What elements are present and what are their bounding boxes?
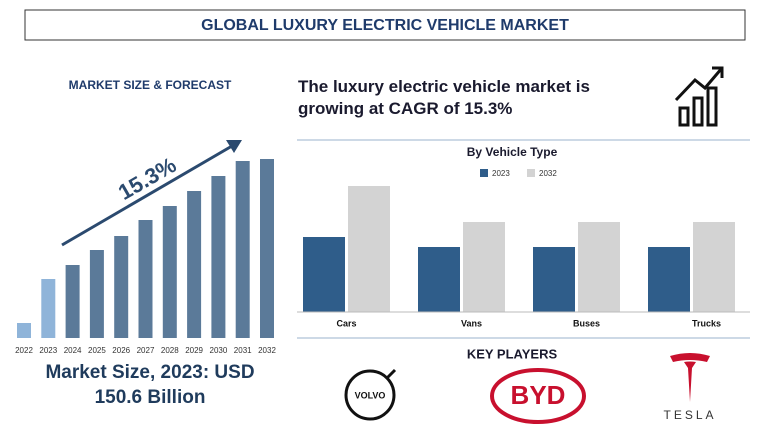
legend-swatch [527, 169, 535, 177]
tesla-logo [670, 353, 710, 402]
bar [17, 323, 31, 338]
headline: The luxury electric vehicle market is gr… [298, 77, 590, 118]
x-tick-label: 2032 [258, 346, 276, 355]
volvo-arrow [385, 368, 397, 380]
legend-label: 2032 [539, 169, 557, 178]
x-tick-label: 2028 [161, 346, 179, 355]
x-tick-label: 2025 [88, 346, 106, 355]
logo-text: TESLA [663, 408, 716, 422]
x-tick-label: 2022 [15, 346, 33, 355]
bar [303, 237, 345, 312]
page-title: GLOBAL LUXURY ELECTRIC VEHICLE MARKET [201, 17, 569, 34]
x-tick-label: 2029 [185, 346, 203, 355]
growth-icon [674, 66, 724, 127]
bar [260, 159, 274, 338]
trend-arrow [61, 144, 233, 247]
x-tick-label: Vans [461, 318, 482, 328]
x-tick-label: 2027 [137, 346, 155, 355]
market-size: 150.6 Billion [95, 387, 206, 408]
x-tick-label: Buses [573, 318, 600, 328]
chart-title: By Vehicle Type [467, 145, 558, 159]
byd-logo [490, 368, 586, 424]
bar [235, 161, 250, 338]
bar [463, 222, 505, 312]
x-tick-label: 2026 [112, 346, 130, 355]
section-title: KEY PLAYERS [467, 346, 558, 361]
bar [138, 220, 153, 338]
x-tick-label: 2031 [234, 346, 252, 355]
bar [578, 222, 620, 312]
title-box [24, 9, 746, 41]
bar [187, 191, 202, 338]
bar [41, 279, 56, 338]
bar [65, 265, 80, 338]
logo-text: VOLVO [355, 390, 386, 400]
x-tick-label: Trucks [692, 318, 721, 328]
bar [648, 247, 690, 312]
bar [211, 176, 226, 338]
legend-swatch [480, 169, 488, 177]
bar [89, 250, 104, 338]
market-size: Market Size, 2023: USD [45, 362, 254, 383]
bar [348, 186, 390, 312]
bar [418, 247, 460, 312]
x-tick-label: 2024 [64, 346, 82, 355]
logo-text: BYD [511, 380, 566, 410]
arrow-head [226, 140, 242, 153]
legend-label: 2023 [492, 169, 510, 178]
bar [533, 247, 575, 312]
bar [693, 222, 735, 312]
x-tick-label: 2030 [210, 346, 228, 355]
volvo-logo [344, 369, 396, 421]
bar [114, 236, 129, 338]
x-tick-label: Cars [336, 318, 356, 328]
chart-title: MARKET SIZE & FORECAST [69, 78, 232, 92]
x-tick-label: 2023 [39, 346, 57, 355]
bar [162, 206, 177, 338]
